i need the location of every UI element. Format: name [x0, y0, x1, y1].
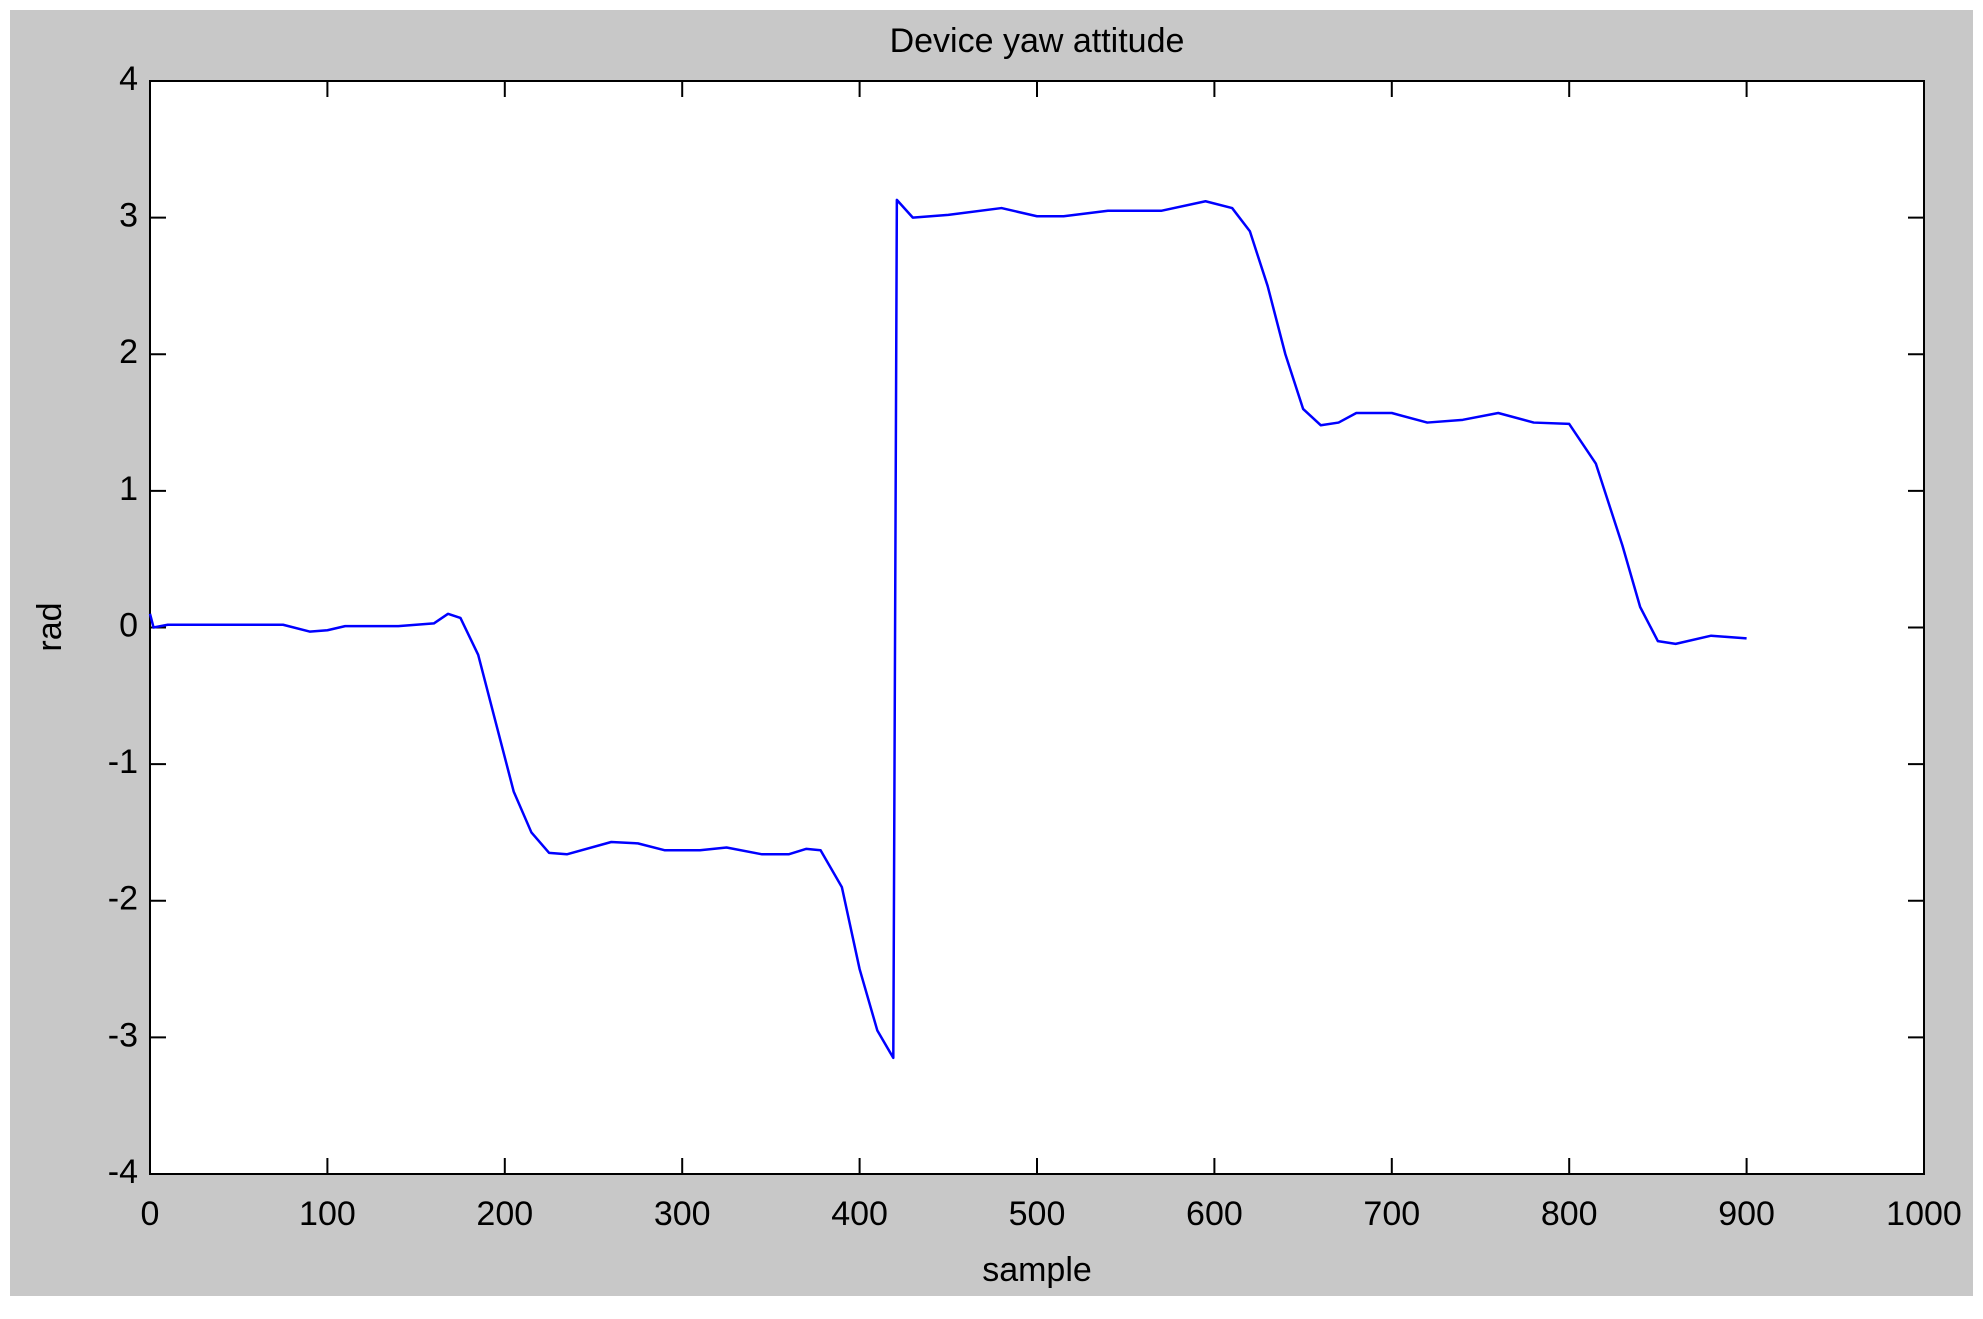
- y-tick-label: -4: [108, 1153, 138, 1191]
- x-tick-label: 400: [831, 1195, 888, 1233]
- x-tick-label: 700: [1363, 1195, 1420, 1233]
- plot-area: [149, 80, 1925, 1175]
- x-tick-label: 900: [1718, 1195, 1775, 1233]
- x-tick-label: 1000: [1886, 1195, 1962, 1233]
- y-tick-label: 4: [119, 60, 138, 98]
- y-tick-label: 1: [119, 470, 138, 508]
- x-tick-label: 0: [141, 1195, 160, 1233]
- y-tick-label: -2: [108, 880, 138, 918]
- data-line: [148, 198, 1747, 1060]
- y-tick-label: -1: [108, 743, 138, 781]
- x-tick-label: 100: [299, 1195, 356, 1233]
- y-axis-label: rad: [31, 602, 69, 651]
- chart-title: Device yaw attitude: [890, 22, 1185, 60]
- x-tick-label: 800: [1541, 1195, 1598, 1233]
- x-tick-label: 300: [654, 1195, 711, 1233]
- y-tick-label: -3: [108, 1016, 138, 1054]
- x-tick-label: 500: [1009, 1195, 1066, 1233]
- x-axis-label: sample: [982, 1251, 1092, 1289]
- y-tick-label: 3: [119, 197, 138, 235]
- x-tick-label: 200: [476, 1195, 533, 1233]
- x-tick-label: 600: [1186, 1195, 1243, 1233]
- y-tick-label: 0: [119, 606, 138, 644]
- y-tick-label: 2: [119, 333, 138, 371]
